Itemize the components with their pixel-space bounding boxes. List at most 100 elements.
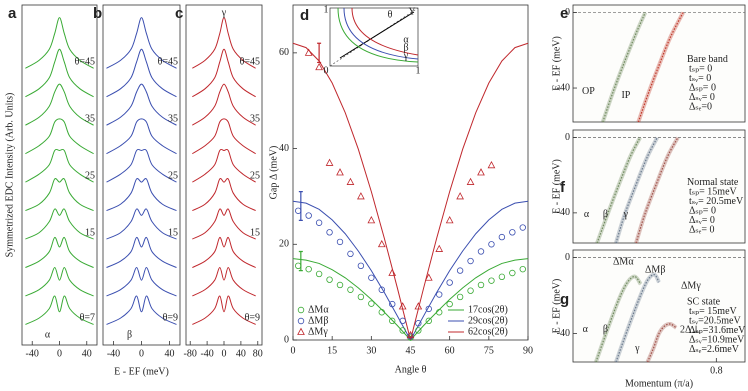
- annotation: tₛₚ= 15meV: [689, 306, 738, 317]
- inset-label: 0: [324, 65, 329, 76]
- x-tick-label: 0: [222, 348, 227, 359]
- x-tick-label: 0: [139, 348, 144, 359]
- inset-label: 1: [416, 65, 421, 76]
- edc-curve: [192, 267, 256, 297]
- band-label: α: [583, 324, 589, 335]
- x-tick-label: -40: [26, 348, 39, 359]
- marker: [509, 229, 516, 236]
- edc-curve: [106, 17, 177, 69]
- legend-label: ΔMγ: [308, 326, 328, 337]
- fit-line: [292, 42, 529, 341]
- edc-curve: [106, 48, 177, 98]
- marker: [425, 305, 432, 313]
- x-tick-label: 30: [366, 345, 376, 356]
- marker: [456, 293, 464, 301]
- x-tick-label: 60: [445, 345, 455, 356]
- y-axis-label: E - EF (meV): [551, 36, 562, 91]
- annotation: Δₛₑ=0: [689, 101, 712, 112]
- x-tick-label: 15: [327, 345, 337, 356]
- marker: [498, 233, 506, 241]
- inset-label: α: [403, 34, 409, 45]
- band-label: β: [603, 324, 608, 335]
- annotation: Bare band: [687, 54, 728, 65]
- band: [615, 274, 660, 363]
- band: [637, 12, 684, 123]
- marker: [315, 62, 323, 71]
- map-background: [573, 250, 745, 362]
- edc-curve: [106, 236, 177, 268]
- marker: [509, 269, 516, 277]
- angle-label: 35: [85, 113, 95, 124]
- plot-frame: [572, 249, 746, 363]
- x-axis-label: Angle θ: [395, 364, 427, 375]
- x-tick-label: 75: [484, 345, 494, 356]
- band: [635, 137, 679, 244]
- angle-label: 25: [168, 170, 178, 181]
- x-tick-label: 40: [236, 348, 246, 359]
- annotation: Δₛₚ= 0: [689, 82, 716, 93]
- edc-curve: [192, 48, 256, 98]
- inset-label: θ: [388, 9, 393, 20]
- marker: [466, 177, 475, 185]
- error-bar: [298, 191, 303, 221]
- angle-label: 15: [250, 227, 260, 238]
- x-tick-label: 45: [406, 345, 416, 356]
- marker: [435, 244, 444, 252]
- marker: [414, 302, 423, 310]
- marker: [347, 286, 354, 293]
- angle-label: 15: [85, 227, 95, 238]
- y-tick-label: 0: [565, 252, 570, 263]
- marker: [336, 281, 344, 289]
- y-tick-label: 20: [279, 239, 289, 250]
- marker: [456, 267, 464, 274]
- marker: [295, 207, 302, 214]
- edc-curve: [192, 148, 256, 183]
- band-label: OP: [582, 86, 595, 97]
- marker: [315, 219, 323, 226]
- band-label: β: [127, 329, 132, 340]
- x-tick-label: 0: [57, 348, 62, 359]
- marker: [305, 265, 312, 273]
- marker: [326, 276, 333, 283]
- marker: [446, 300, 453, 308]
- marker: [436, 291, 443, 298]
- marker: [378, 286, 385, 293]
- angle-label: 15: [168, 227, 178, 238]
- map-background: [573, 130, 745, 243]
- edc-curve: [192, 295, 256, 325]
- gap-label: ΔMβ: [645, 264, 665, 275]
- marker: [336, 238, 344, 246]
- edc-curve: [192, 83, 256, 126]
- marker: [357, 192, 365, 200]
- edc-curve: [192, 17, 256, 69]
- legend-label: ΔMβ: [308, 315, 328, 326]
- inset-label: γ: [403, 50, 409, 61]
- y-axis-label: E - EF (meV): [551, 279, 562, 334]
- marker: [477, 248, 485, 255]
- y-axis-label: E - EF (meV): [551, 159, 562, 214]
- angle-label: 25: [85, 170, 95, 181]
- marker: [398, 302, 407, 310]
- marker: [389, 317, 396, 325]
- band: [602, 12, 646, 123]
- edc-curve: [106, 83, 177, 126]
- x-axis-label: Momentum (π/a): [625, 378, 693, 389]
- marker: [295, 262, 302, 270]
- x-tick-label: 40: [165, 348, 175, 359]
- marker: [304, 48, 313, 56]
- error-bar: [317, 42, 322, 64]
- angle-label: θ=7: [80, 313, 95, 324]
- band: [595, 275, 642, 363]
- legend-marker: [297, 327, 305, 335]
- edc-curve: [192, 178, 256, 212]
- marker: [415, 320, 422, 327]
- legend-label: ΔMα: [308, 304, 329, 315]
- marker: [336, 168, 344, 176]
- band-label: α: [45, 329, 51, 340]
- inset-fermi-surface: [337, 7, 419, 63]
- band: [615, 137, 658, 244]
- inset-label: β: [403, 42, 408, 53]
- legend-label: 62cos(2θ): [468, 326, 508, 337]
- annotation: tₛᵥ= 0: [689, 73, 711, 84]
